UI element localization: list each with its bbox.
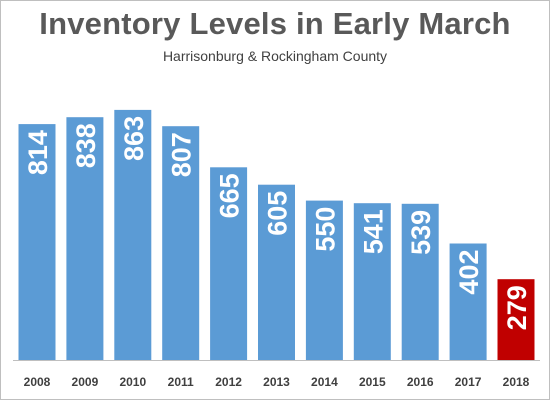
- x-tick-label-2009: 2009: [72, 375, 99, 389]
- x-tick-label-2013: 2013: [263, 375, 290, 389]
- x-tick-label-2011: 2011: [168, 375, 194, 389]
- data-label-2008: 814: [23, 130, 53, 175]
- x-tick-label-2016: 2016: [407, 375, 434, 389]
- data-label-2013: 605: [263, 191, 293, 236]
- x-tick-label-2010: 2010: [119, 375, 146, 389]
- data-label-2012: 665: [215, 173, 245, 218]
- x-tick-label-2017: 2017: [455, 375, 482, 389]
- x-tick-label-2015: 2015: [359, 375, 386, 389]
- data-label-2015: 541: [358, 209, 388, 254]
- bars-group: 814 838 863 807 665 605 550 541 539 402 279: [18, 109, 535, 361]
- x-axis-ticks: 2008 2009 2010 2011 2012 2013 2014 2015 2016 2017…: [24, 375, 530, 389]
- bar-2011: [162, 126, 200, 360]
- bar-2017: [449, 243, 487, 360]
- data-label-2017: 402: [454, 249, 484, 294]
- data-label-2016: 539: [406, 210, 436, 255]
- bar-2008: [18, 124, 56, 360]
- data-label-2011: 807: [167, 132, 197, 177]
- bar-2009: [66, 117, 104, 360]
- x-tick-label-2018: 2018: [503, 375, 530, 389]
- data-label-2014: 550: [310, 207, 340, 252]
- data-label-2010: 863: [119, 116, 149, 161]
- x-tick-label-2014: 2014: [311, 375, 338, 389]
- x-tick-label-2012: 2012: [215, 375, 242, 389]
- bar-2013: [258, 184, 295, 360]
- bar-2015: [353, 203, 391, 360]
- x-tick-label-2008: 2008: [24, 375, 51, 389]
- bar-2010: [114, 109, 152, 361]
- chart-subtitle: Harrisonburg & Rockingham County: [162, 48, 388, 64]
- bar-2016: [401, 203, 439, 360]
- data-label-2018: 279: [502, 285, 532, 330]
- bar-2012: [210, 167, 248, 360]
- chart-title: Inventory Levels in Early March: [39, 6, 511, 41]
- bar-2014: [305, 200, 343, 360]
- bar-2018: [497, 279, 535, 360]
- data-label-2009: 838: [71, 123, 101, 168]
